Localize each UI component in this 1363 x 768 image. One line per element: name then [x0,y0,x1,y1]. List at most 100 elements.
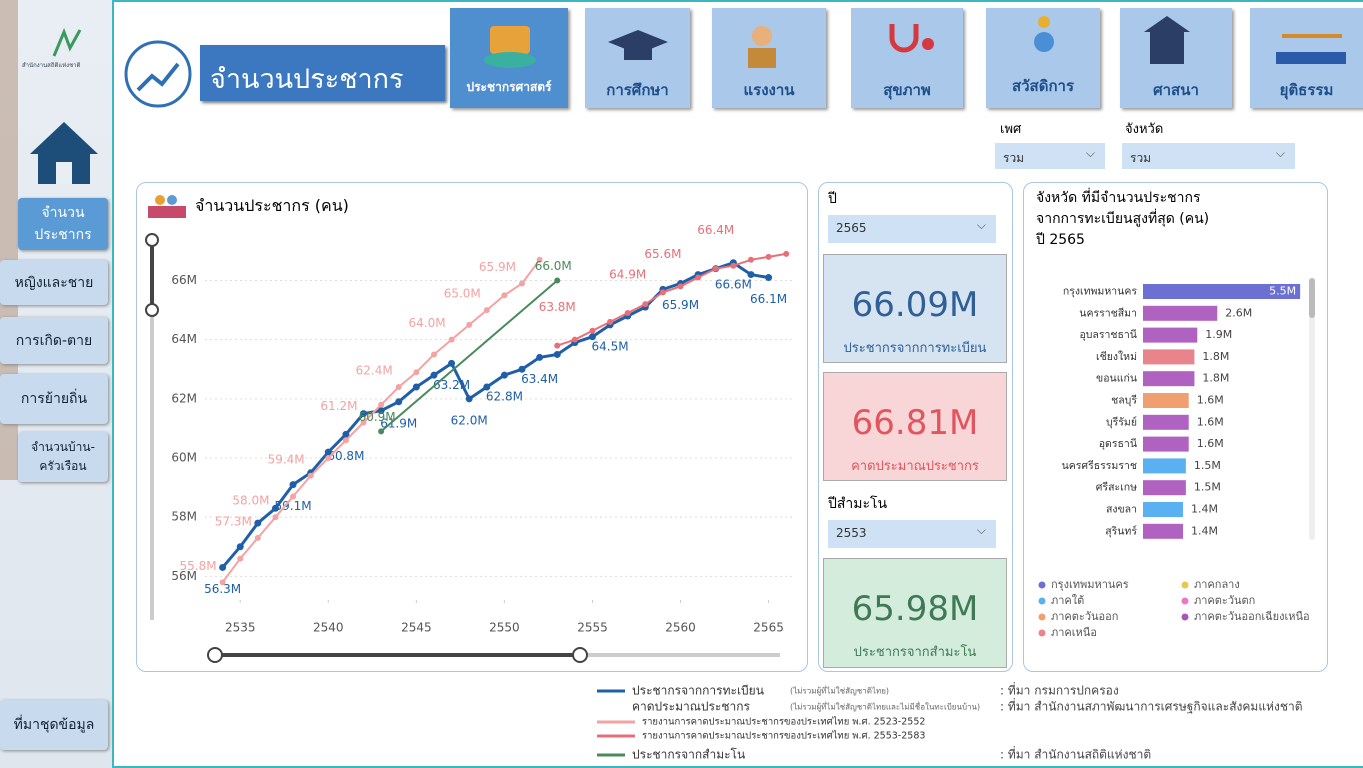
kpi-value: 66.09M [851,285,979,325]
data-label: 60.9M [359,410,396,424]
data-point [448,336,455,343]
data-label: 60.8M [327,449,364,463]
data-label: 1.9M [1205,328,1232,341]
data-point [465,395,473,403]
legend-swatch [1038,629,1046,637]
category-label: กรุงเทพมหานคร [1063,286,1137,298]
data-label: 66.1M [750,292,787,306]
legend-swatch [1181,581,1189,589]
data-label: 61.2M [320,399,357,413]
bar [1143,371,1195,387]
data-point [553,350,561,358]
data-label: 58.0M [232,494,269,508]
nav-button[interactable]: จำนวน ประชากร [18,198,108,250]
data-label: 63.8M [539,300,576,314]
series-line [380,279,558,433]
x-tick-label: 2540 [313,621,344,635]
legend-label: ภาคใต้ [1051,594,1084,607]
nav-button[interactable]: การเกิด-ตาย [0,317,108,364]
data-label: 55.8M [180,559,217,573]
legend-swatch [1038,581,1046,589]
data-point [342,430,350,438]
legend-label: (ไม่รวมผู้ที่ไม่ใช่สัญชาติไทยและไม่มีชื่… [790,701,980,713]
nav-button[interactable]: ที่มาชุดข้อมูล [0,700,108,750]
data-label: 1.8M [1202,372,1229,385]
line-chart-panel [136,182,808,672]
x-tick-label: 2560 [665,621,696,635]
y-tick-label: 56M [171,569,197,583]
data-label: 1.6M [1197,415,1224,428]
data-point [290,493,297,500]
dropdown[interactable]: รวม [1122,143,1295,169]
legend-label: ภาคตะวันออกเฉียงเหนือ [1194,610,1310,623]
dropdown[interactable]: 2565 [828,215,996,243]
category-label: ขอนแก่น [1096,373,1137,385]
frame [112,0,1363,768]
slider-handle[interactable] [207,647,223,663]
slider-handle[interactable] [145,233,159,247]
slider-handle[interactable] [572,647,588,663]
slider-handle[interactable] [145,303,159,317]
dropdown[interactable]: รวม [995,143,1105,169]
data-point [254,534,261,541]
data-label: 1.5M [1194,481,1221,494]
category-label: บุรีรัมย์ [1106,415,1137,428]
scrollbar[interactable] [1309,278,1315,540]
data-label: 61.9M [380,416,417,430]
data-label: 59.4M [268,452,305,466]
data-point [677,283,684,290]
data-point [377,407,385,415]
legend-swatch [1181,613,1189,621]
data-label: 63.4M [521,372,558,386]
data-point [536,353,544,361]
nav-button[interactable]: การย้ายถิ่น [0,374,108,424]
category-label: อุบลราชธานี [1079,328,1137,341]
data-point [325,455,332,461]
scrollbar-thumb[interactable] [1309,278,1315,318]
data-point [695,274,702,281]
data-label: 2.6M [1225,306,1252,319]
tab[interactable]: สุขภาพ [851,8,963,108]
legend-label: : ที่มา สำนักงานสภาพัฒนาการเศรษฐกิจและสั… [1000,698,1303,714]
y-tick-label: 64M [171,332,197,346]
data-label: 65.9M [662,298,699,312]
data-label: 1.6M [1197,437,1224,450]
data-point [501,292,508,299]
bar [1143,480,1186,496]
bar [1143,414,1189,430]
data-label: 64.9M [609,268,646,282]
legend-label: รายงานการคาดประมาณประชากรของประเทศไทย พ.… [642,730,925,742]
chart-icon [148,195,186,218]
y-tick-label: 60M [171,451,197,465]
data-point [360,419,367,426]
data-point [219,563,227,571]
nav-button[interactable]: จำนวนบ้าน- ครัวเรือน [18,432,108,482]
dropdown[interactable]: 2553 [828,520,996,548]
data-point [783,250,790,257]
y-tick-label: 66M [171,273,197,287]
data-point [272,514,279,521]
data-point [430,371,438,379]
category-label: นครศรีธรรมราช [1062,459,1137,472]
category-label: สุรินทร์ [1105,524,1137,537]
data-label: 65.9M [479,260,516,274]
data-point [360,410,368,418]
category-label: ชลบุรี [1111,394,1137,407]
chart-title: จังหวัด ที่มีจำนวนประชากร จากการทะเบียนส… [1036,190,1210,248]
kpi-label: ประชากรจากการทะเบียน [843,341,987,356]
legend-swatch [1181,597,1189,605]
data-point [395,398,403,406]
kpi-value: 65.98M [851,589,979,629]
data-label: 64.5M [592,339,629,353]
data-point [730,262,737,269]
category-label: เชียงใหม่ [1096,350,1137,363]
data-point [659,289,666,296]
home-icon[interactable] [28,118,100,186]
data-label: 1.4M [1191,503,1218,516]
data-point [413,369,420,376]
nav-button[interactable]: หญิงและชาย [0,260,108,305]
data-point [342,437,349,444]
data-point [466,321,473,328]
kpi-label: คาดประมาณประชากร [851,459,979,474]
